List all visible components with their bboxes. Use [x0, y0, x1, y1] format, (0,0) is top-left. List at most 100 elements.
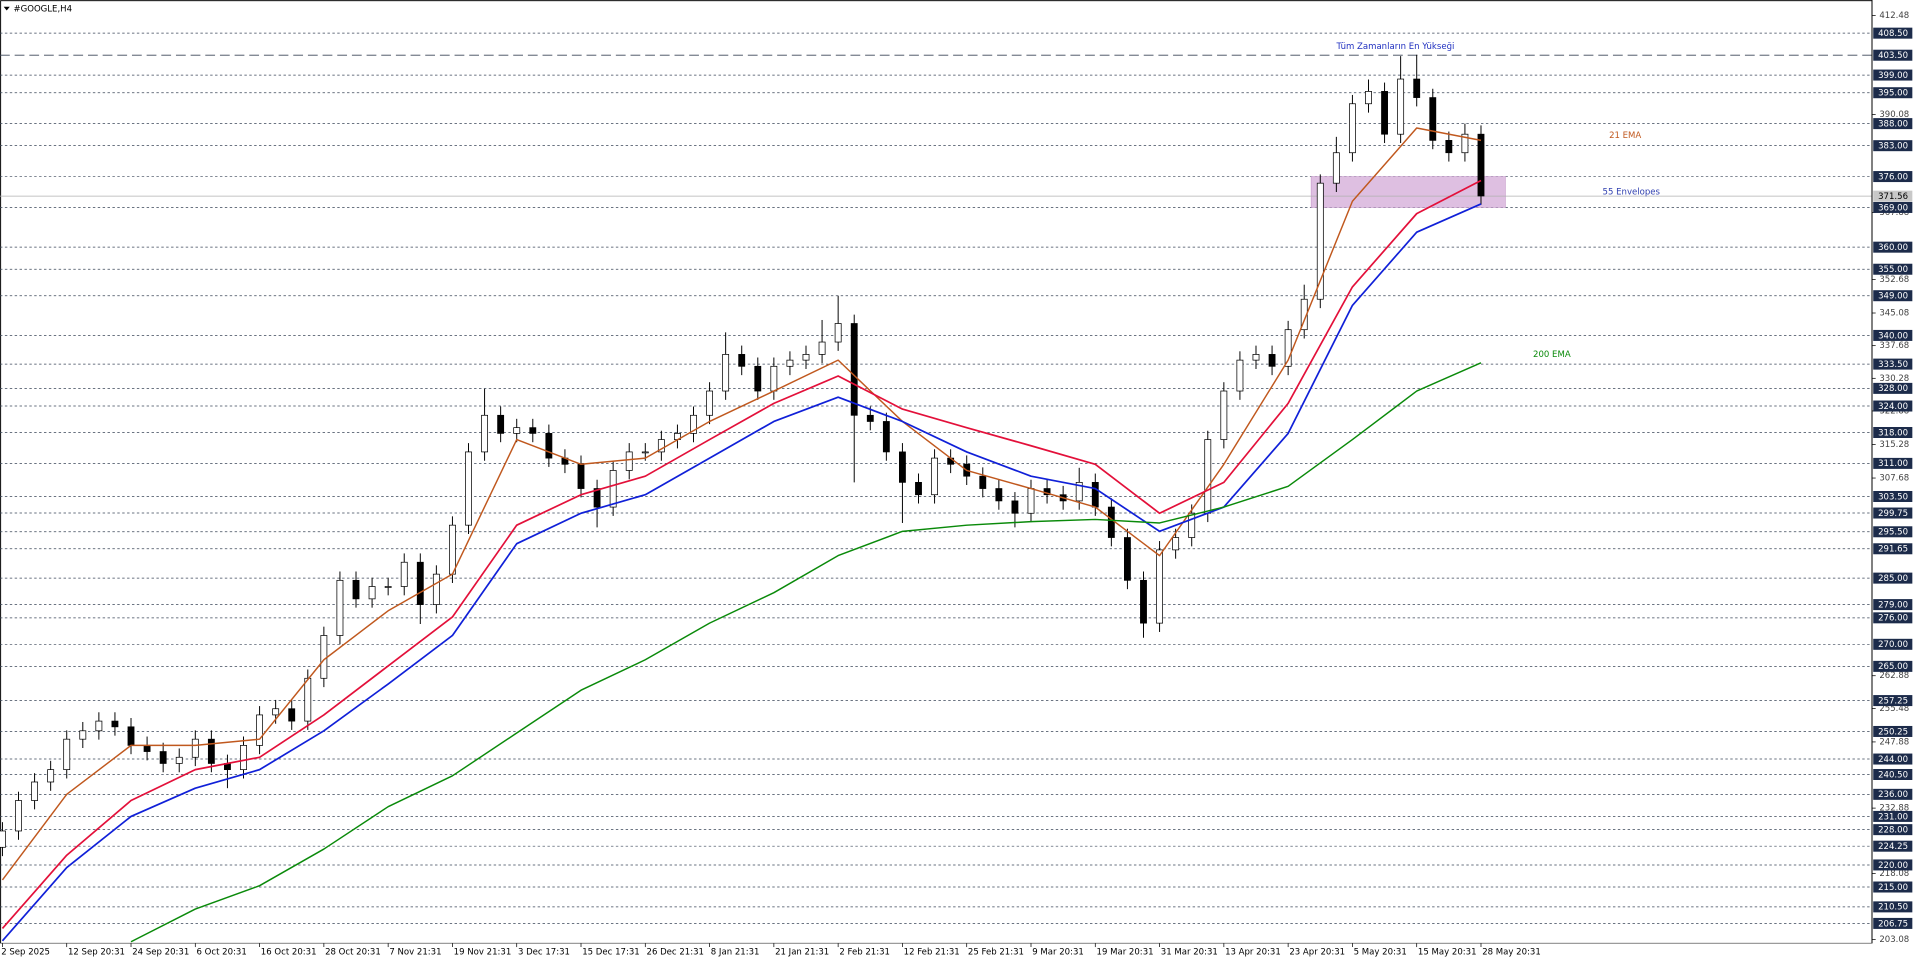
level-label-box — [1873, 118, 1913, 130]
candle-body — [1075, 481, 1083, 502]
candle-body — [368, 586, 376, 600]
level-label: 318.00 — [1878, 428, 1908, 438]
candle-body — [1027, 488, 1035, 514]
menu-arrow[interactable] — [3, 6, 10, 11]
level-label-box — [1873, 543, 1913, 555]
candle-body — [1156, 549, 1163, 624]
candle-body — [513, 427, 521, 434]
level-label-box — [1873, 881, 1913, 893]
candle-body — [866, 414, 874, 422]
level-label: 311.00 — [1878, 459, 1908, 469]
level-label-box — [1873, 840, 1913, 852]
y-tick-label: 262.88 — [1879, 671, 1909, 681]
candle-body — [1268, 354, 1276, 367]
candle-body — [0, 830, 6, 848]
level-label: 228.00 — [1878, 826, 1908, 836]
candle-body — [1236, 359, 1244, 392]
level-label-box — [1873, 753, 1913, 765]
series-label: 55 Envelopes — [1603, 187, 1661, 197]
candle-body — [481, 414, 488, 453]
level-label-box — [1873, 382, 1913, 394]
level-label: 395.00 — [1878, 89, 1908, 99]
level-label: 303.50 — [1878, 492, 1908, 502]
candle-body — [1381, 91, 1388, 135]
level-label: 224.25 — [1878, 842, 1908, 852]
candle-body — [191, 738, 199, 758]
level-label: 257.25 — [1878, 696, 1908, 706]
candle-body — [304, 677, 312, 722]
level-label: 236.00 — [1878, 790, 1908, 800]
level-label: 206.75 — [1878, 919, 1908, 929]
y-tick-label: 337.68 — [1879, 341, 1909, 351]
level-label-box — [1873, 358, 1913, 370]
candle-body — [754, 365, 762, 392]
plot-area: Tüm Zamanların En Yükseği 21 EMA 55 Envelo… — [0, 32, 1873, 943]
last-price-label: 371.56 — [1878, 192, 1908, 202]
candle-body — [497, 414, 505, 434]
level-label: 355.00 — [1878, 265, 1908, 275]
x-tick-label: 5 May 20:31 — [1354, 947, 1407, 957]
level-label: 328.00 — [1878, 384, 1908, 394]
last-price-label-box — [1873, 190, 1913, 202]
y-tick-label: 390.08 — [1879, 110, 1909, 120]
envelope-lower — [1, 203, 1482, 942]
candle-body — [995, 488, 1003, 502]
candle-body — [31, 781, 39, 801]
time-axis-bg — [0, 943, 1873, 963]
level-label: 295.50 — [1878, 528, 1908, 538]
x-tick-label: 6 Oct 20:31 — [197, 947, 247, 957]
candle-body — [1091, 481, 1099, 508]
price-axis-bg — [1872, 0, 1916, 963]
level-label: 231.00 — [1878, 812, 1908, 822]
x-tick-label: 15 Dec 17:31 — [582, 947, 639, 957]
x-tick-label: 3 Dec 17:31 — [518, 947, 570, 957]
candle-body — [1316, 182, 1324, 300]
level-label: 279.00 — [1878, 600, 1908, 610]
level-label-box — [1873, 241, 1913, 253]
candle-body — [577, 463, 585, 489]
envelope-zone — [1310, 176, 1506, 208]
candle-body — [159, 751, 167, 764]
candle-body — [834, 323, 842, 343]
level-label-box — [1873, 725, 1913, 737]
candle-body — [979, 475, 987, 489]
candle-body — [1332, 152, 1340, 184]
x-tick-label: 12 Feb 21:31 — [904, 947, 960, 957]
candle-body — [818, 341, 826, 355]
candle-body — [256, 714, 264, 746]
x-tick-label: 2 Sep 2025 — [1, 947, 50, 957]
level-label-box — [1873, 427, 1913, 439]
level-label: 215.00 — [1878, 883, 1908, 893]
level-label: 383.00 — [1878, 142, 1908, 152]
level-label: 291.65 — [1878, 545, 1908, 555]
candle-body — [111, 720, 119, 728]
x-tick-label: 7 Nov 21:31 — [389, 947, 441, 957]
candle-body — [432, 573, 440, 605]
x-tick-label: 24 Sep 20:31 — [132, 947, 189, 957]
candle-body — [95, 720, 103, 732]
candle-body — [609, 470, 617, 508]
candle-body — [416, 561, 424, 605]
ath-label: 403.50 — [1878, 51, 1908, 61]
level-label: 376.00 — [1878, 172, 1908, 182]
level-label-box — [1873, 572, 1913, 584]
candle-body — [272, 708, 280, 716]
level-label-box — [1873, 695, 1913, 707]
x-tick-label: 12 Sep 20:31 — [68, 947, 125, 957]
x-tick-label: 26 Dec 21:31 — [647, 947, 704, 957]
level-label: 285.00 — [1878, 574, 1908, 584]
level-label-box — [1873, 917, 1913, 929]
x-tick-label: 9 Mar 20:31 — [1032, 947, 1084, 957]
x-tick-label: 13 Apr 20:31 — [1225, 947, 1281, 957]
x-tick-label: 19 Nov 21:31 — [454, 947, 512, 957]
level-label-box — [1873, 660, 1913, 672]
candle-body — [593, 488, 601, 508]
level-label-box — [1873, 901, 1913, 913]
candle-body — [722, 354, 730, 392]
level-label: 276.00 — [1878, 614, 1908, 624]
level-label-box — [1873, 290, 1913, 302]
candle-body — [127, 726, 135, 746]
candle-body — [143, 744, 151, 752]
series-label: 200 EMA — [1533, 350, 1571, 360]
